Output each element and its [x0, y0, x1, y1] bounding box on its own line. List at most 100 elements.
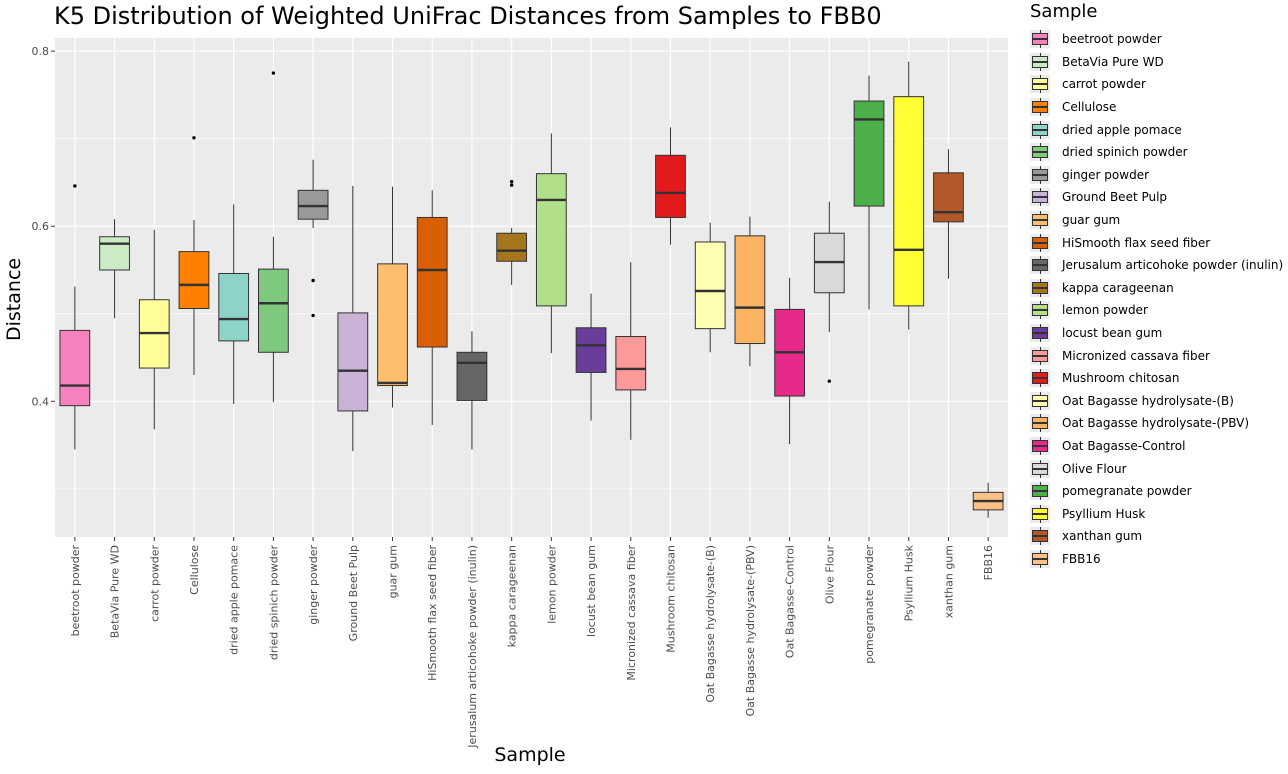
x-tick-label: guar gum [387, 545, 400, 598]
legend-key [1030, 301, 1050, 320]
legend-key [1030, 504, 1050, 523]
x-tick-label: locust bean gum [585, 545, 598, 637]
box-8 [337, 185, 369, 452]
box-iqr [575, 327, 607, 373]
box-3 [138, 229, 170, 430]
x-tick-label: BetaVia Pure WD [109, 545, 122, 638]
outlier-point [509, 183, 514, 187]
x-tick-label: Jerusalum articohoke powder (inulin) [466, 545, 479, 749]
box-iqr [535, 173, 567, 307]
legend-item: dried spinich powder [1030, 141, 1283, 164]
legend-key [1030, 75, 1050, 94]
box-9 [377, 186, 408, 408]
legend-key [1030, 143, 1050, 162]
box-23 [933, 149, 964, 279]
legend-label: carrot powder [1062, 77, 1146, 92]
box-iqr [258, 268, 289, 353]
legend-key [1030, 52, 1050, 71]
legend-key [1030, 459, 1050, 478]
legend-item: Oat Bagasse-Control [1030, 435, 1283, 458]
grid-lines [55, 38, 1008, 537]
legend-key [1030, 98, 1050, 117]
x-tick-label: ginger powder [307, 545, 320, 625]
legend-item: lemon powder [1030, 299, 1283, 322]
boxplot-chart: 0.4 0.6 0.8 beetroot powder BetaVia Pure WD c… [32, 38, 1008, 749]
legend-item: carrot powder [1030, 73, 1283, 96]
legend-key [1030, 211, 1050, 230]
legend-key [1030, 527, 1050, 546]
x-tick-label: kappa carageenan [506, 545, 519, 647]
legend-label: Olive Flour [1062, 461, 1127, 476]
legend-label: Oat Bagasse hydrolysate-(B) [1062, 393, 1234, 408]
x-tick-label: Olive Flour [823, 545, 836, 605]
box-22 [893, 61, 925, 330]
x-tick-label: Oat Bagasse-Control [784, 545, 797, 658]
legend-label: BetaVia Pure WD [1062, 54, 1164, 69]
legend-label: Mushroom chitosan [1062, 371, 1180, 386]
legend-label: kappa carageenan [1062, 280, 1174, 295]
box-iqr [615, 336, 647, 391]
axes: 0.4 0.6 0.8 beetroot powder BetaVia Pure WD c… [32, 45, 996, 749]
boxes [59, 61, 1004, 518]
legend-item: beetroot powder [1030, 28, 1283, 51]
legend-label: Oat Bagasse-Control [1062, 438, 1186, 453]
box-iqr [416, 216, 448, 348]
box-11 [456, 331, 488, 450]
box-13 [535, 133, 567, 354]
legend-label: Jerusalum articohoke powder (inulin) [1062, 258, 1284, 273]
legend-item: xanthan gum [1030, 525, 1283, 548]
legend-label: lemon powder [1062, 303, 1148, 318]
legend-key [1030, 391, 1050, 410]
x-tick-label: lemon powder [545, 545, 558, 624]
legend-key [1030, 482, 1050, 501]
legend-item: pomegranate powder [1030, 480, 1283, 503]
box-iqr [933, 172, 964, 223]
legend-label: Psyllium Husk [1062, 506, 1146, 521]
x-tick-label: Mushroom chitosan [664, 545, 677, 653]
legend-key [1030, 414, 1050, 433]
legend-key [1030, 324, 1050, 343]
plot-panel [55, 38, 1008, 537]
legend-item: Ground Beet Pulp [1030, 186, 1283, 209]
x-tick-label: Ground Beet Pulp [347, 545, 360, 641]
legend-item: Oat Bagasse hydrolysate-(PBV) [1030, 412, 1283, 435]
legend-key [1030, 233, 1050, 252]
y-tick-label: 0.4 [32, 395, 50, 408]
x-tick-label: dried apple pomace [228, 545, 241, 655]
legend-key [1030, 256, 1050, 275]
x-tick-label: Oat Bagasse hydrolysate-(PBV) [744, 545, 757, 716]
box-4 [178, 136, 210, 376]
outlier-point [192, 136, 196, 140]
legend-item: Psyllium Husk [1030, 502, 1283, 525]
x-tick-label: beetroot powder [69, 545, 82, 637]
legend-key [1030, 188, 1050, 207]
box-1 [59, 184, 91, 450]
box-19 [774, 277, 805, 445]
x-tick-label: Oat Bagasse hydrolysate-(B) [704, 545, 717, 703]
box-18 [734, 216, 766, 367]
x-tick-label: carrot powder [148, 545, 161, 622]
box-10 [416, 190, 448, 425]
legend-key [1030, 549, 1050, 568]
legend-label: ginger powder [1062, 167, 1150, 182]
legend-item: ginger powder [1030, 164, 1283, 187]
outlier-point [271, 71, 276, 75]
legend-item: Oat Bagasse hydrolysate-(B) [1030, 390, 1283, 413]
legend-label: Micronized cassava fiber [1062, 348, 1210, 363]
outlier-point [311, 278, 315, 283]
legend-label: beetroot powder [1062, 32, 1162, 47]
box-iqr [655, 154, 686, 218]
legend-key [1030, 278, 1050, 297]
legend-key [1030, 436, 1050, 455]
legend-label: HiSmooth flax seed fiber [1062, 235, 1211, 250]
legend-item: Mushroom chitosan [1030, 367, 1283, 390]
box-16 [655, 127, 686, 245]
legend-label: Oat Bagasse hydrolysate-(PBV) [1062, 416, 1250, 431]
legend-key [1030, 346, 1050, 365]
legend-label: pomegranate powder [1062, 484, 1192, 499]
legend-item: Micronized cassava fiber [1030, 344, 1283, 367]
legend-item: dried apple pomace [1030, 118, 1283, 141]
box-24 [972, 482, 1004, 518]
legend-item: HiSmooth flax seed fiber [1030, 231, 1283, 254]
box-21 [853, 75, 885, 310]
